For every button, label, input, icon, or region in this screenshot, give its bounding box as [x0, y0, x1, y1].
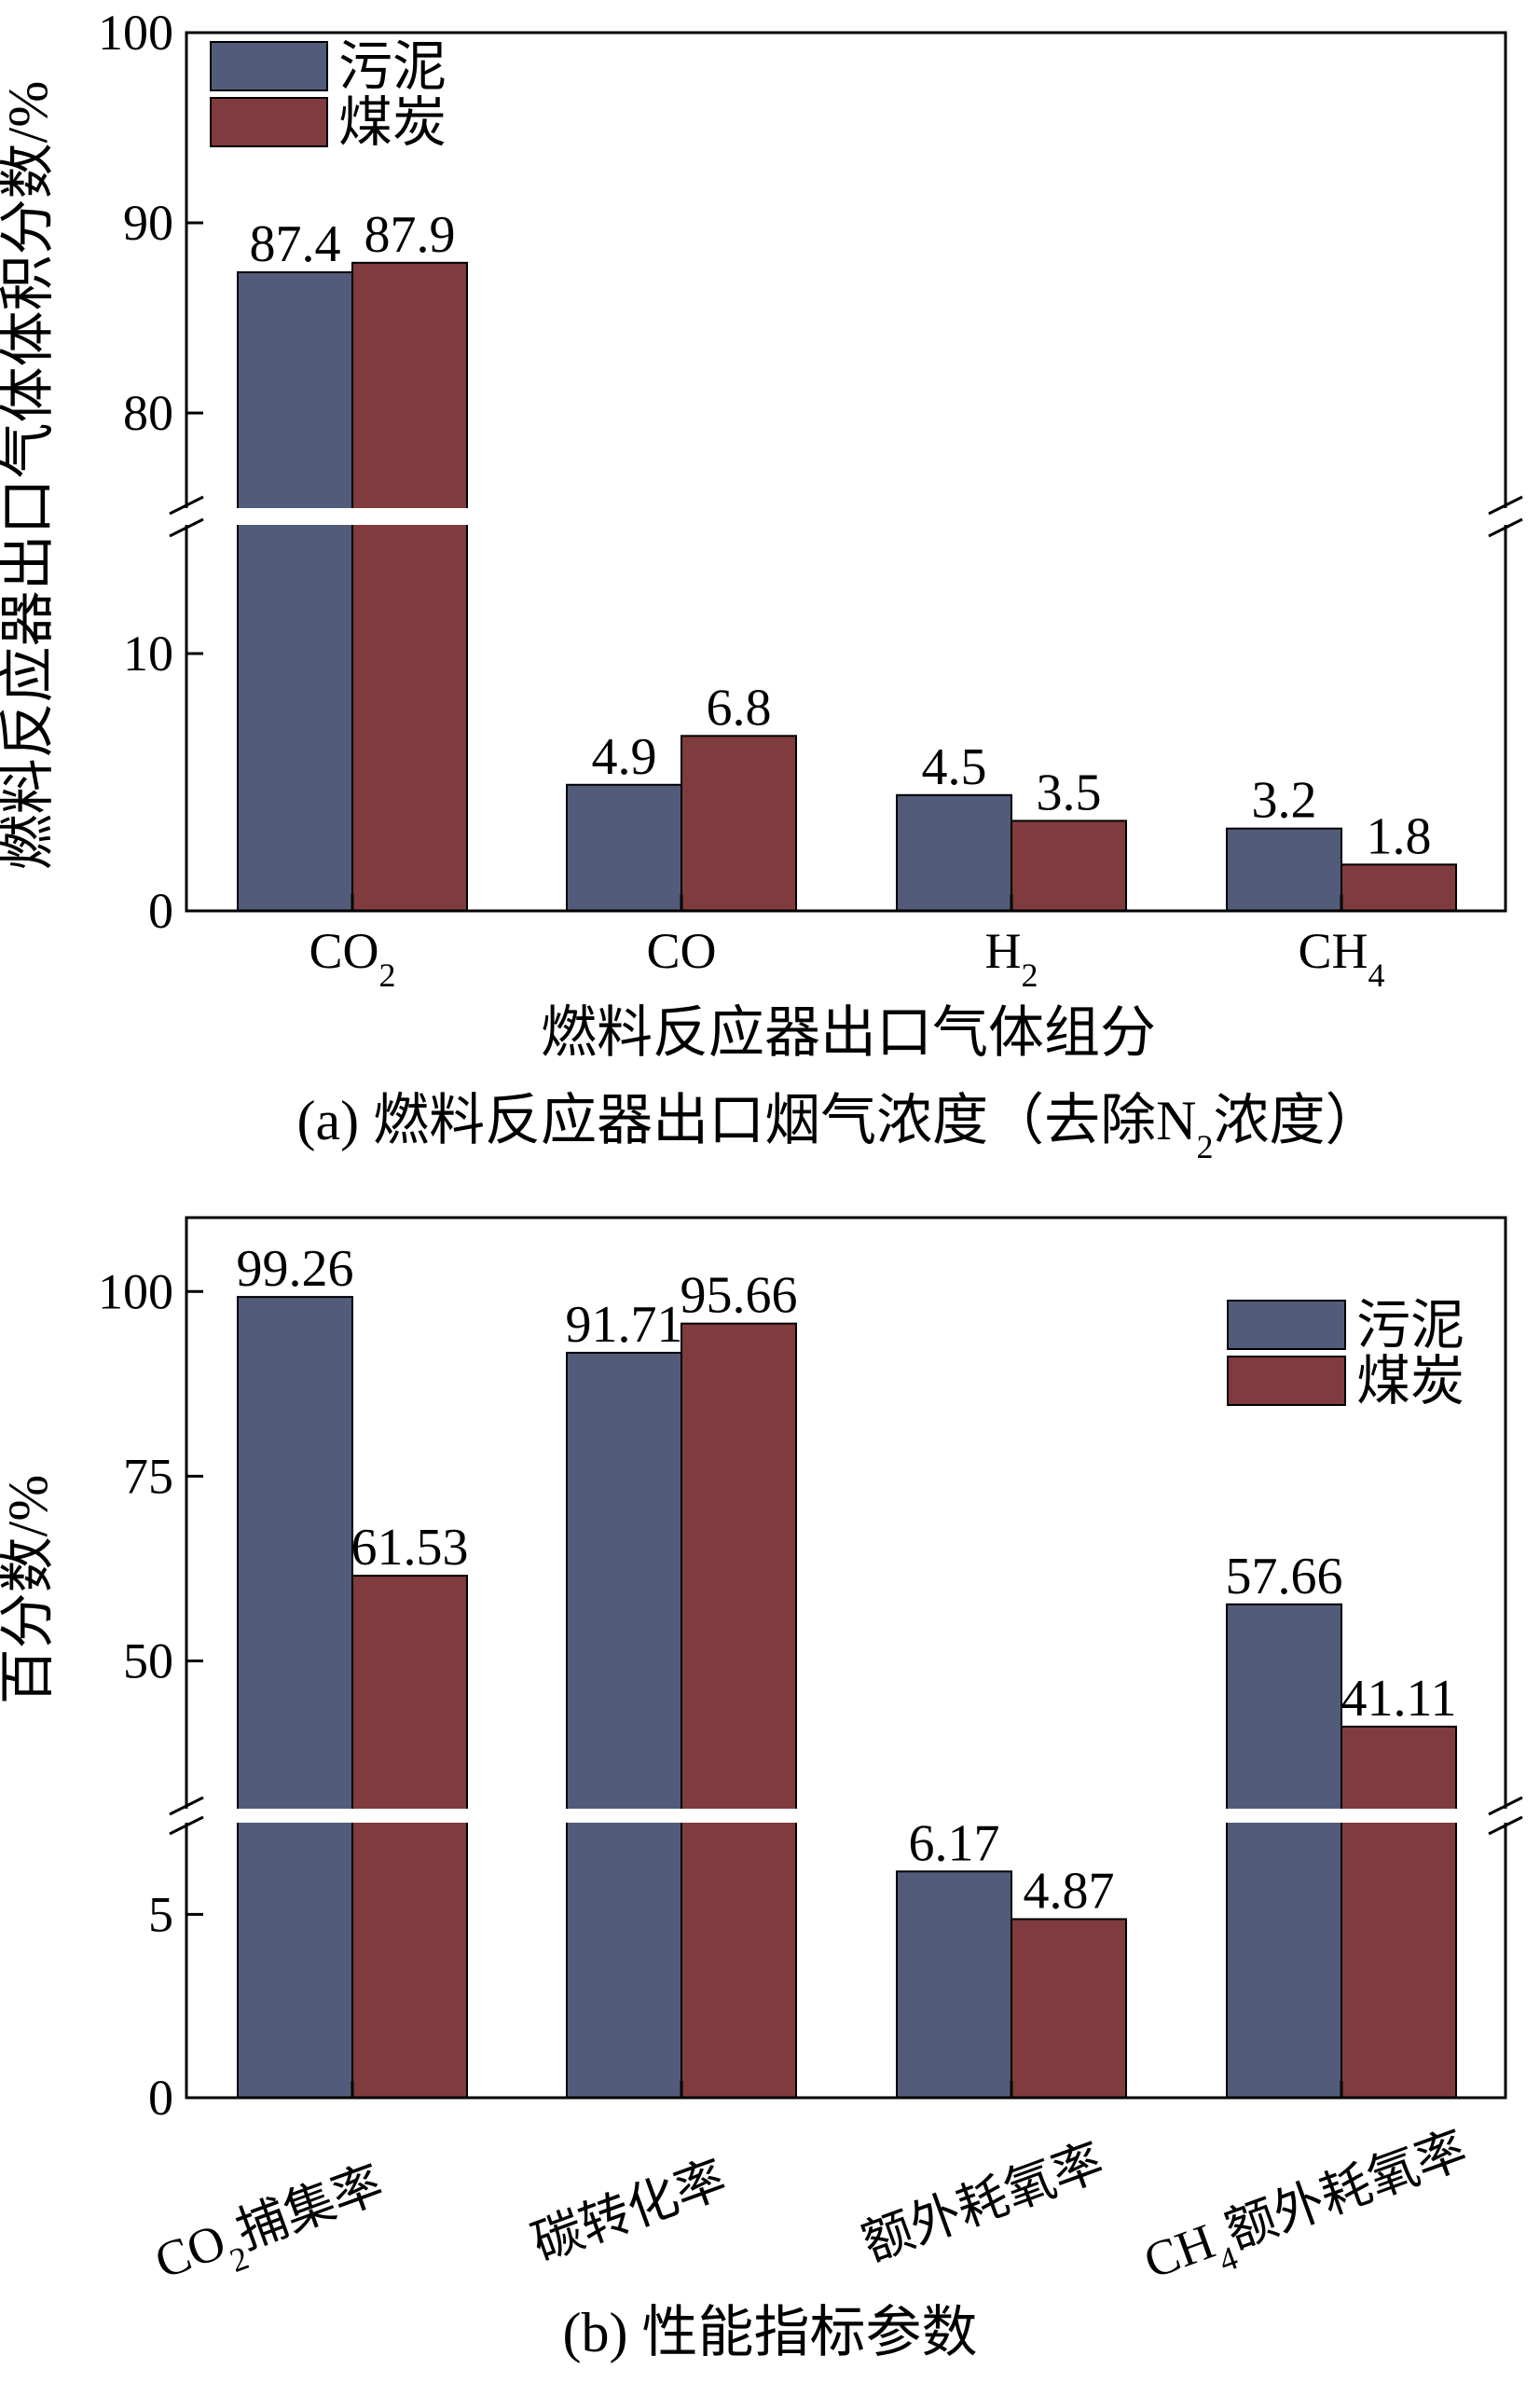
plot-frame — [185, 1216, 1507, 2100]
chart-a-x-axis-label: 燃料反应器出口气体组分 — [541, 1002, 1156, 1064]
bar-coal-0 — [351, 261, 468, 912]
data-label: 4.5 — [922, 738, 987, 796]
data-label: 61.53 — [351, 1519, 469, 1577]
data-label: 4.87 — [1024, 1862, 1115, 1920]
bar-sludge-3 — [1226, 1603, 1342, 2100]
plot-frame — [185, 31, 1507, 913]
legend-label-sludge: 污泥 — [338, 36, 447, 97]
data-label: 3.2 — [1252, 772, 1317, 830]
data-label: 4.9 — [592, 728, 657, 786]
chart-b-caption: (b) 性能指标参数 — [563, 2302, 978, 2363]
y-tick-label: 80 — [123, 385, 173, 441]
bar-sludge-0 — [237, 271, 353, 913]
data-label: 91.71 — [566, 1296, 683, 1354]
y-tick-label: 100 — [98, 5, 173, 61]
legend-label-coal: 煤炭 — [338, 92, 447, 153]
bar-coal-1 — [681, 1322, 797, 2100]
x-tick-label: CH4 — [1298, 923, 1384, 994]
y-tick-label: 100 — [98, 1263, 173, 1319]
axis-break-gap-left — [183, 508, 190, 525]
bar-coal-3 — [1341, 863, 1457, 913]
y-tick-label: 75 — [123, 1448, 173, 1504]
legend-swatch-sludge — [1227, 1300, 1346, 1350]
y-tick-label: 5 — [148, 1886, 173, 1942]
legend-label-coal: 煤炭 — [1356, 1351, 1464, 1412]
y-tick-label: 10 — [123, 626, 173, 682]
axis-break-mark — [1488, 1796, 1523, 1816]
axis-break-mark — [169, 517, 204, 538]
bar-coal-2 — [1011, 1918, 1127, 2100]
x-tick-label: 额外耗氧率 — [855, 2133, 1110, 2272]
x-tick-label: 碳转化率 — [525, 2151, 733, 2272]
bar-coal-3 — [1341, 1725, 1457, 2099]
chart-a-caption: (a) 燃料反应器出口烟气浓度（去除N2浓度） — [297, 1090, 1382, 1165]
y-tick-label: 50 — [123, 1633, 173, 1689]
data-label: 6.17 — [909, 1814, 1000, 1872]
axis-break-mark — [1488, 1815, 1523, 1836]
chart-a: 燃料反应器出口气体体积分数/% 燃料反应器出口气体组分 (a) 燃料反应器出口烟… — [0, 5, 1523, 1165]
chart-a-y-axis-label: 燃料反应器出口气体体积分数/% — [0, 81, 59, 871]
x-tick-label: CO2 — [309, 923, 395, 994]
y-tick-label: 0 — [148, 2070, 173, 2126]
data-label: 87.4 — [250, 215, 341, 273]
axis-break-gap-right — [1502, 1809, 1509, 1823]
axis-break-mark — [169, 495, 204, 516]
chart-b-y-axis-label: 百分数/% — [0, 1475, 59, 1705]
data-label: 57.66 — [1226, 1548, 1343, 1605]
x-tick-label: CO2捕集率 — [148, 2156, 396, 2304]
axis-break-gap-left — [183, 1809, 190, 1823]
bar-coal-2 — [1011, 820, 1127, 913]
bar-sludge-2 — [896, 1870, 1012, 2100]
legend-label-sludge: 污泥 — [1356, 1295, 1464, 1356]
axis-break-gap-right — [1502, 508, 1509, 525]
data-label: 87.9 — [364, 206, 456, 264]
axis-break-gap — [188, 1809, 1504, 1823]
bar-coal-1 — [681, 735, 797, 912]
data-label: 1.8 — [1367, 807, 1432, 865]
data-label: 6.8 — [707, 679, 772, 737]
bar-sludge-0 — [237, 1296, 353, 2099]
bar-sludge-1 — [566, 1351, 682, 2099]
axis-break-mark — [169, 1815, 204, 1836]
data-label: 95.66 — [681, 1267, 798, 1325]
axis-break-mark — [1488, 495, 1523, 516]
x-tick-label: CO — [646, 923, 716, 979]
y-tick-label: 90 — [123, 195, 173, 251]
bar-sludge-1 — [566, 783, 682, 913]
data-label: 41.11 — [1341, 1670, 1457, 1728]
x-tick-label: CH4额外耗氧率 — [1137, 2121, 1479, 2304]
data-label: 99.26 — [237, 1240, 354, 1298]
bar-sludge-2 — [896, 793, 1012, 912]
axis-break-gap — [188, 508, 1504, 525]
y-tick-label: 0 — [148, 883, 173, 939]
data-label: 3.5 — [1037, 764, 1102, 821]
bar-coal-0 — [351, 1575, 468, 2099]
legend-swatch-coal — [1227, 1356, 1346, 1406]
axis-break-mark — [1488, 517, 1523, 538]
x-tick-label: H2 — [985, 923, 1038, 994]
legend-swatch-sludge — [210, 41, 328, 91]
axis-break-mark — [169, 1796, 204, 1816]
legend-swatch-coal — [210, 97, 328, 147]
bar-sludge-3 — [1226, 827, 1342, 912]
